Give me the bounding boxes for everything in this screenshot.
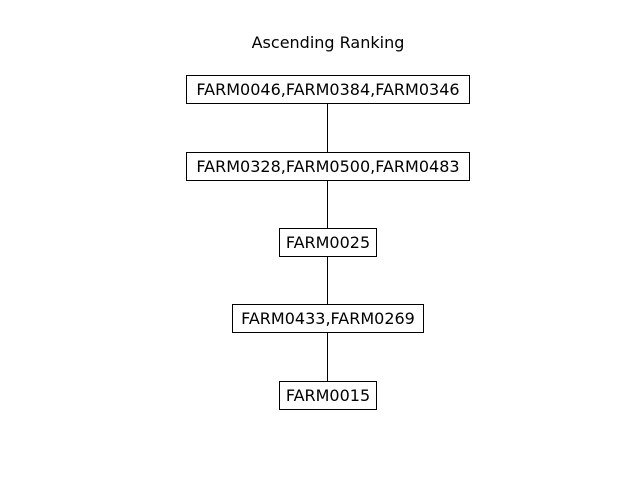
rank-node-1: FARM0046,FARM0384,FARM0346 bbox=[186, 75, 470, 104]
rank-node-5: FARM0015 bbox=[279, 381, 377, 410]
rank-node-4: FARM0433,FARM0269 bbox=[232, 304, 424, 333]
rank-node-2: FARM0328,FARM0500,FARM0483 bbox=[186, 152, 470, 181]
connector-line bbox=[327, 104, 328, 152]
connector-line bbox=[327, 333, 328, 381]
diagram-title: Ascending Ranking bbox=[251, 33, 405, 52]
rank-node-3: FARM0025 bbox=[279, 228, 377, 257]
connector-line bbox=[327, 181, 328, 228]
connector-line bbox=[327, 257, 328, 304]
